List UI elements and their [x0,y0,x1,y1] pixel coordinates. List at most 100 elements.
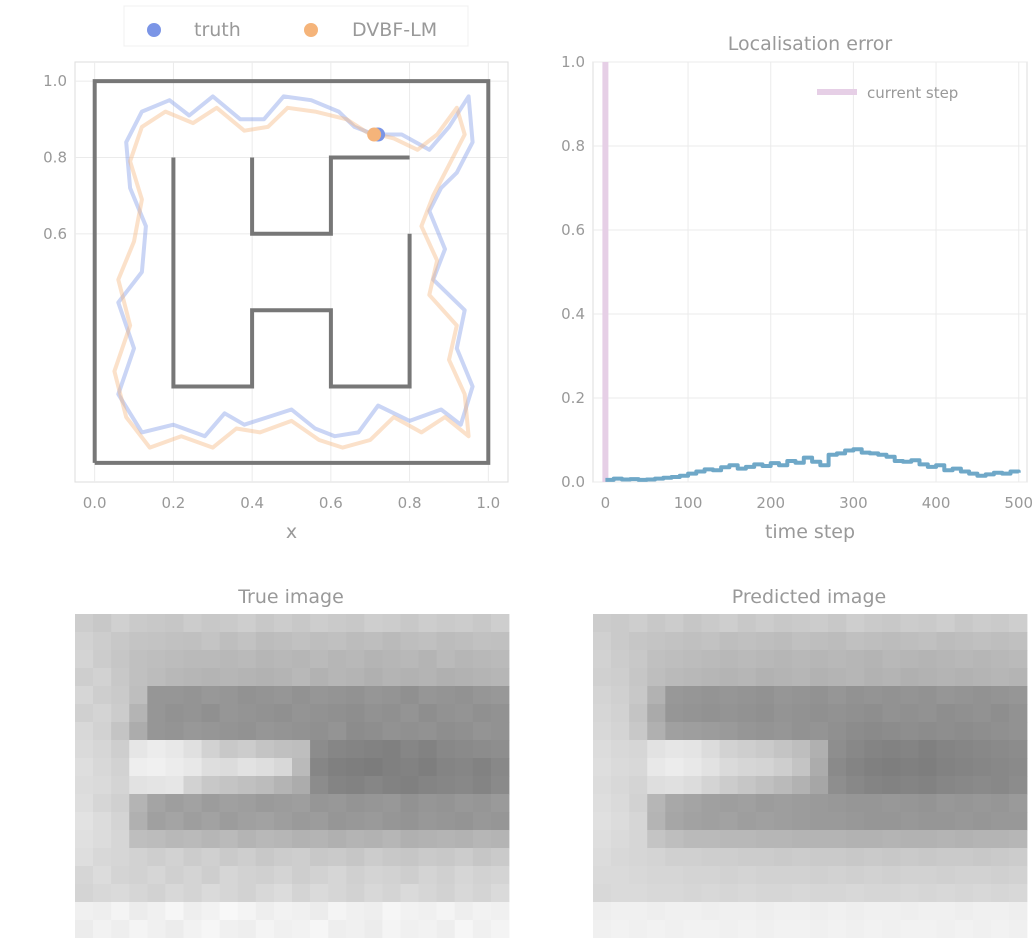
true-image-pixel [111,704,130,723]
predicted-image-pixel [629,632,648,651]
predicted-image-pixel [918,830,937,849]
predicted-image-pixel [990,650,1010,669]
predicted-image-pixel [773,758,793,777]
predicted-image-pixel [828,614,847,633]
true-image-pixel [273,902,293,921]
true-image-pixel [382,902,401,921]
predicted-image-pixel [791,902,811,921]
predicted-image-pixel [737,722,757,741]
true-image-pixel [472,794,492,813]
predicted-image-pixel [701,884,720,903]
true-image-pixel [93,794,112,813]
true-image-pixel [255,902,275,921]
predicted-image-pixel [882,740,901,759]
true-image-pixel [418,884,438,903]
true-image-pixel [147,668,166,687]
predicted-image-pixel [665,776,684,795]
true-image-pixel [328,614,347,633]
predicted-image-pixel [1008,668,1028,687]
predicted-image-pixel [683,902,702,921]
predicted-image-pixel [647,722,666,741]
true-image-pixel [165,722,184,741]
true-image-pixel [364,902,383,921]
predicted-image-pixel [810,776,829,795]
map-xtick-label: 0.8 [398,494,422,512]
true-image-pixel [328,902,347,921]
predicted-image-pixel [936,758,956,777]
true-image-pixel [237,848,257,867]
true-image-pixel [237,830,257,849]
predicted-image-pixel [936,794,956,813]
predicted-image-pixel [882,920,901,938]
predicted-image-pixel [1008,740,1028,759]
predicted-image-pixel [936,686,956,705]
predicted-image-pixel [882,686,901,705]
true-image-pixel [147,866,166,885]
predicted-image-pixel [719,830,739,849]
true-image-pixel [129,866,148,885]
true-image-pixel [183,776,202,795]
true-image-pixel [237,758,257,777]
true-image-pixel [454,866,474,885]
true-image-pixel [111,650,130,669]
true-image-pixel [454,848,474,867]
true-image-pixel [292,830,311,849]
predicted-image-pixel [846,650,865,669]
true-image-pixel [400,704,419,723]
predicted-image-pixel [791,614,811,633]
true-image-pixel [237,866,257,885]
predicted-image-pixel [611,830,630,849]
predicted-image-pixel [629,686,648,705]
true-image-pixel [201,902,221,921]
predicted-image-pixel [683,776,702,795]
predicted-image-pixel [611,794,630,813]
true-image-pixel [111,776,130,795]
error-panel: current step 0 100 200 300 400 500 0.0 0.2 0.4 0.6… [561,33,1032,543]
predicted-image-pixel [846,614,865,633]
true-image-pixel [382,650,401,669]
true-image-pixel [328,884,347,903]
predicted-image-pixel [683,704,702,723]
true-image-pixel [111,884,130,903]
predicted-image-pixel [683,920,702,938]
predicted-image-pixel [791,758,811,777]
predicted-image-pixel [737,650,757,669]
predicted-image-pixel [846,884,865,903]
error-plot-area [592,61,1028,483]
true-image-pixel [400,848,419,867]
true-image-pixel [219,632,239,651]
predicted-image-pixel [990,776,1010,795]
predicted-image-pixel [1008,614,1028,633]
map-xtick-label: 0.0 [83,494,107,512]
predicted-image-pixel [773,830,793,849]
true-image-pixel [472,632,492,651]
predicted-image-pixel [990,668,1010,687]
predicted-image-pixel [846,758,865,777]
predicted-image-pixel [1008,794,1028,813]
true-image-pixel [129,614,148,633]
true-image-pixel [292,722,311,741]
true-image-pixel [364,866,383,885]
true-image-pixel [490,740,510,759]
map-xtick-label: 1.0 [476,494,500,512]
predicted-image-pixel [701,776,720,795]
true-image-pixel [418,722,438,741]
predicted-image-pixel [701,830,720,849]
true-image-pixel [75,632,94,651]
true-image-pixel [310,614,329,633]
predicted-image-pixel [864,848,883,867]
true-image-pixel [129,722,148,741]
true-image-pixel [183,686,202,705]
map-current-dvbf-marker [367,127,382,142]
predicted-image-pixel [810,740,829,759]
true-image-pixel [273,776,293,795]
predicted-image-pixel [755,884,775,903]
predicted-image-pixel [683,650,702,669]
predicted-image-pixel [864,920,883,938]
predicted-image-pixel [629,794,648,813]
true-image-pixel [219,650,239,669]
true-image-pixel [255,866,275,885]
true-image-pixel [129,668,148,687]
predicted-image-pixel [1008,884,1028,903]
true-image-pixel [111,740,130,759]
